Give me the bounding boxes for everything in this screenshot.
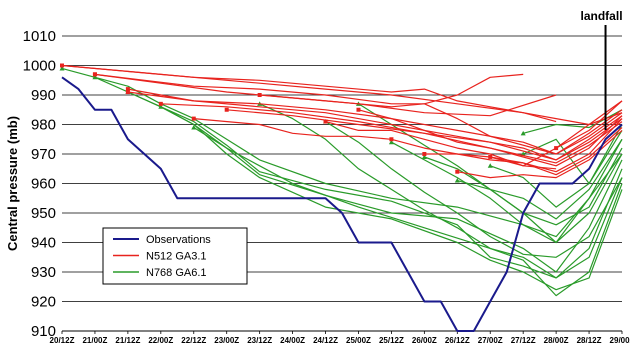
n768-forecast-line	[391, 139, 623, 244]
n768-forecast-line	[325, 121, 623, 258]
n512-start-marker	[60, 63, 64, 68]
n768-start-marker	[388, 139, 394, 145]
annotations: landfall	[581, 9, 623, 130]
n512-forecast-line	[490, 100, 623, 167]
y-tick-label: 940	[31, 235, 56, 252]
x-tick-label: 26/12Z	[445, 336, 470, 345]
n768-start-marker	[59, 65, 65, 71]
n512-start-marker	[224, 107, 229, 112]
x-tick-label: 21/12Z	[115, 336, 140, 345]
y-tick-label: 1010	[23, 28, 56, 45]
n512-start-marker	[158, 101, 163, 106]
n512-start-marker	[488, 154, 493, 159]
y-tick-label: 910	[31, 323, 56, 340]
n768-forecast-line	[160, 106, 623, 291]
n768-start-marker	[520, 130, 526, 136]
x-tick-label: 25/12Z	[379, 336, 404, 345]
n768-start-marker	[421, 154, 427, 159]
y-tick-label: 990	[31, 87, 56, 104]
x-tick-label: 21/00Z	[82, 336, 107, 345]
n768-start-marker	[158, 104, 164, 109]
n768-start-marker	[454, 178, 460, 183]
n512-start-marker	[323, 119, 328, 124]
n512-forecast-line	[94, 73, 524, 105]
n512-start-marker	[92, 72, 97, 77]
n512-start-marker	[257, 93, 262, 97]
n512-start-marker	[356, 107, 361, 112]
x-tick-label: 27/00Z	[478, 336, 503, 345]
y-axis-title: Central pressure (mb)	[5, 116, 20, 251]
x-tick-label: 23/00Z	[214, 336, 239, 345]
n512-start-marker	[389, 137, 394, 142]
n512-forecast-line	[424, 127, 623, 176]
y-tick-label: 960	[31, 176, 56, 193]
y-tick-label: 930	[31, 264, 56, 281]
n512-start-marker	[554, 146, 559, 151]
y-tick-label: 980	[31, 117, 56, 134]
x-tick-label: 22/00Z	[148, 336, 173, 345]
n768-forecast-line	[457, 138, 623, 220]
y-tick-label: 920	[31, 294, 56, 311]
n512-start-marker	[125, 90, 130, 95]
n512-forecast-line	[457, 129, 623, 179]
n768-start-marker	[92, 74, 98, 80]
x-tick-label: 26/00Z	[412, 336, 437, 345]
x-tick-label: 23/12Z	[247, 336, 272, 345]
n512-forecast-line	[259, 94, 623, 155]
x-tick-label: 28/12Z	[577, 336, 602, 345]
legend: Observations N512 GA3.1 N768 GA6.1	[102, 227, 248, 285]
n768-forecast-line	[489, 130, 623, 208]
n512-forecast-line	[193, 118, 392, 140]
n768-forecast-line	[193, 126, 623, 279]
n512-forecast-line	[127, 88, 623, 155]
n512-start-marker	[125, 87, 130, 92]
n768-forecast-line	[61, 67, 623, 238]
n512-start-marker	[422, 152, 427, 156]
y-tick-label: 1000	[23, 58, 56, 75]
n512-start-marker	[191, 116, 196, 121]
n512-start-marker	[455, 169, 460, 174]
observations-line	[61, 76, 623, 332]
n512-forecast-line	[61, 64, 623, 126]
x-tick-label: 24/12Z	[313, 336, 338, 345]
n512-forecast-line	[555, 100, 623, 149]
y-tick-label: 970	[31, 146, 56, 163]
x-tick-label: 28/00Z	[544, 336, 569, 345]
x-tick-label: 20/12Z	[50, 336, 75, 345]
legend-label: N512 GA3.1	[146, 251, 207, 263]
x-tick-label: 25/00Z	[346, 336, 371, 345]
axis-labels: 910 920 930 940 950 960 970 980 990 1000 1010 20/12…	[5, 28, 630, 345]
legend-label: Observations	[146, 234, 211, 246]
legend-label: N768 GA6.1	[146, 267, 207, 279]
y-tick-label: 950	[31, 205, 56, 222]
axes	[61, 330, 623, 334]
x-tick-label: 24/00Z	[280, 336, 305, 345]
n768-start-marker	[191, 124, 197, 130]
n768-forecast-line	[522, 124, 623, 185]
series-lines	[59, 63, 623, 332]
x-tick-label: 22/12Z	[181, 336, 206, 345]
x-tick-label: 29/00Z	[610, 336, 630, 345]
n512-forecast-line	[358, 109, 623, 167]
n512-forecast-line	[160, 103, 623, 161]
n768-start-marker	[487, 163, 493, 168]
landfall-label: landfall	[581, 9, 623, 23]
x-tick-label: 27/12Z	[511, 336, 536, 345]
n512-forecast-line	[226, 109, 623, 164]
